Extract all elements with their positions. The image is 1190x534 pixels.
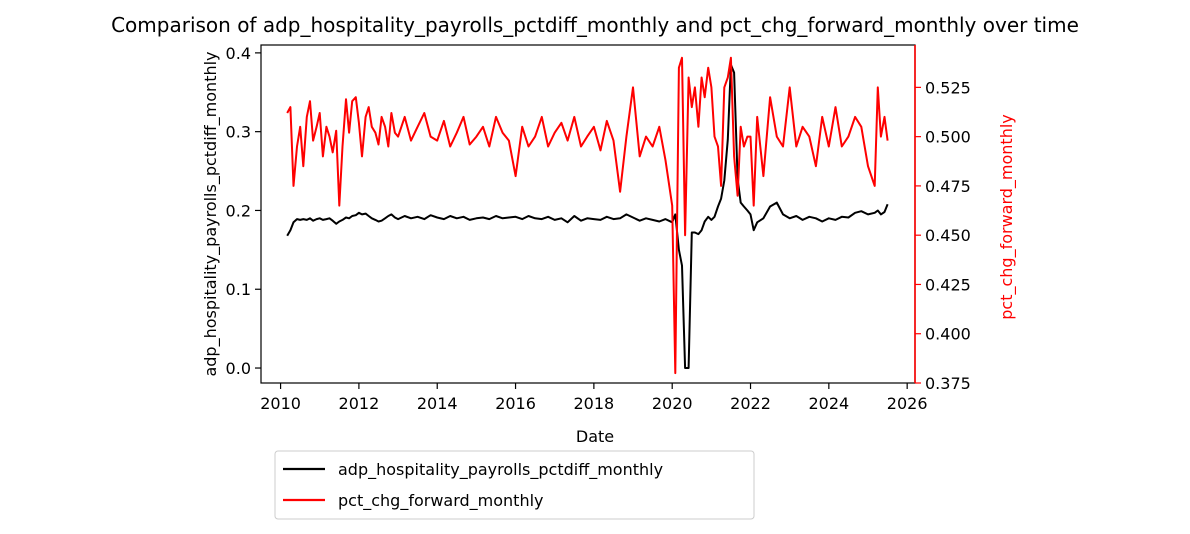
left-y-tick-label: 0.1	[226, 280, 251, 299]
left-y-axis: 0.0 0.1 0.2 0.3 0.4	[226, 44, 261, 378]
right-y-tick-label: 0.525	[925, 78, 971, 97]
x-tick-label: 2022	[730, 394, 771, 413]
left-y-tick-label: 0.3	[226, 123, 251, 142]
left-y-tick-label: 0.2	[226, 201, 251, 220]
right-y-tick-label: 0.475	[925, 177, 971, 196]
x-tick-label: 2010	[260, 394, 301, 413]
right-y-tick-label: 0.425	[925, 275, 971, 294]
series-line-adp-hospitality	[286, 63, 889, 369]
x-tick-label: 2018	[574, 394, 615, 413]
x-tick-label: 2024	[808, 394, 849, 413]
right-y-axis: 0.375 0.400 0.425 0.450 0.475 0.500 0.525	[915, 78, 971, 393]
x-tick-label: 2014	[417, 394, 458, 413]
x-axis: 2010 2012 2014 2016 2018 2020 2022 2024 2026	[260, 383, 928, 413]
x-tick-label: 2026	[887, 394, 928, 413]
series-layer	[286, 56, 889, 375]
right-y-tick-label: 0.375	[925, 374, 971, 393]
right-y-tick-label: 0.500	[925, 128, 971, 147]
left-y-tick-label: 0.4	[226, 44, 251, 63]
plot-area: 2010 2012 2014 2016 2018 2020 2022 2024 2026 0.0…	[226, 44, 971, 413]
right-y-tick-label: 0.450	[925, 226, 971, 245]
x-tick-label: 2016	[495, 394, 536, 413]
legend: adp_hospitality_payrolls_pctdiff_monthly…	[274, 450, 755, 520]
legend-label-left-series: adp_hospitality_payrolls_pctdiff_monthly	[338, 460, 663, 480]
x-axis-title: Date	[576, 427, 614, 446]
left-y-tick-label: 0.0	[226, 359, 251, 378]
right-y-axis-title: pct_chg_forward_monthly	[997, 114, 1017, 320]
right-y-tick-label: 0.400	[925, 325, 971, 344]
left-y-axis-title: adp_hospitality_payrolls_pctdiff_monthly	[201, 51, 221, 376]
legend-label-right-series: pct_chg_forward_monthly	[338, 491, 544, 511]
legend-frame	[274, 450, 755, 520]
chart-title: Comparison of adp_hospitality_payrolls_p…	[111, 13, 1079, 37]
series-line-pct-chg-forward	[286, 56, 889, 375]
x-tick-label: 2020	[652, 394, 693, 413]
x-tick-label: 2012	[339, 394, 380, 413]
